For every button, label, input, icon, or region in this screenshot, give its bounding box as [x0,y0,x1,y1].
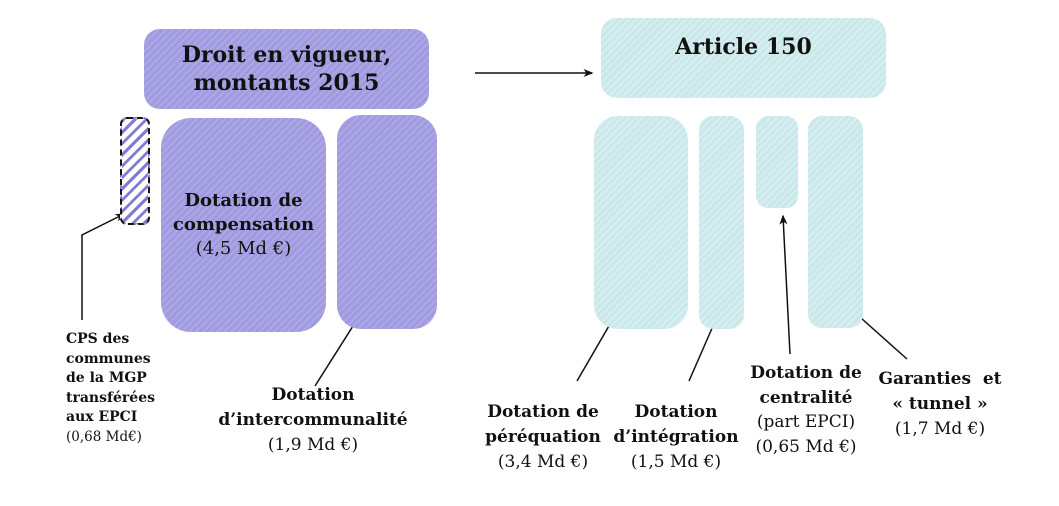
integration-amount: (1,5 Md €) [630,452,722,472]
integration-name-line1: Dotation [634,402,718,422]
perequation-name-line2: péréquation [485,427,601,447]
intercommunalite-amount: (1,9 Md €) [267,435,359,455]
cps-label-line: CPS des [66,331,130,347]
garanties-amount: (1,7 Md €) [894,419,986,439]
cps-hatched-box [120,117,150,225]
perequation-name-line1: Dotation de [487,402,599,422]
garanties-label: Garanties et « tunnel » (1,7 Md €) [845,367,1035,442]
header-droit-line2: montants 2015 [193,70,380,96]
garanties-tunnel-box [808,116,863,328]
dotation-intercommunalite-box [337,115,437,329]
compensation-amount: (4,5 Md €) [195,238,292,259]
arrow-centralite [779,214,791,355]
header-droit-line1: Droit en vigueur, [181,42,392,68]
cps-label-line: aux EPCI [66,409,138,425]
cps-label-line: communes [66,350,151,367]
garanties-name-line2: « tunnel » [892,394,988,414]
compensation-name-line1: Dotation de [184,190,303,211]
header-article-title: Article 150 [675,34,812,60]
centralite-detail: (part EPCI) [756,412,856,432]
centralite-amount: (0,65 Md €) [755,436,857,457]
cps-label: CPS des communes de la MGP transférées a… [66,330,178,447]
connector-cps-label-to-hatch-box [81,213,126,320]
centralite-name-line2: centralité [759,387,853,408]
dotation-integration-box [699,116,744,329]
perequation-label: Dotation de péréquation (3,4 Md €) [448,400,638,475]
centralite-label: Dotation de centralité (part EPCI) (0,65… [711,361,901,459]
cps-label-line: de la MGP [66,370,147,386]
cps-label-amount: (0,68 Md€) [66,428,142,445]
header-article-150: Article 150 [601,18,886,98]
intercommunalite-label: Dotation d’intercommunalité (1,9 Md €) [203,383,423,458]
compensation-name-line2: compensation [172,214,315,235]
dotation-centralite-box [756,116,798,208]
integration-label: Dotation d’intégration (1,5 Md €) [581,400,771,475]
centralite-name-line1: Dotation de [750,363,862,383]
cps-label-line: transférées [66,389,155,406]
garanties-name-line1: Garanties et [878,369,1002,389]
intercommunalite-name-line2: d’intercommunalité [218,410,408,430]
header-droit-en-vigueur: Droit en vigueur, montants 2015 [144,29,429,109]
dotation-perequation-box [594,116,688,329]
integration-name-line2: d’intégration [613,427,739,447]
intercommunalite-name-line1: Dotation [271,385,355,405]
perequation-amount: (3,4 Md €) [497,452,589,472]
dotation-compensation-box: Dotation de compensation (4,5 Md €) [161,118,326,332]
